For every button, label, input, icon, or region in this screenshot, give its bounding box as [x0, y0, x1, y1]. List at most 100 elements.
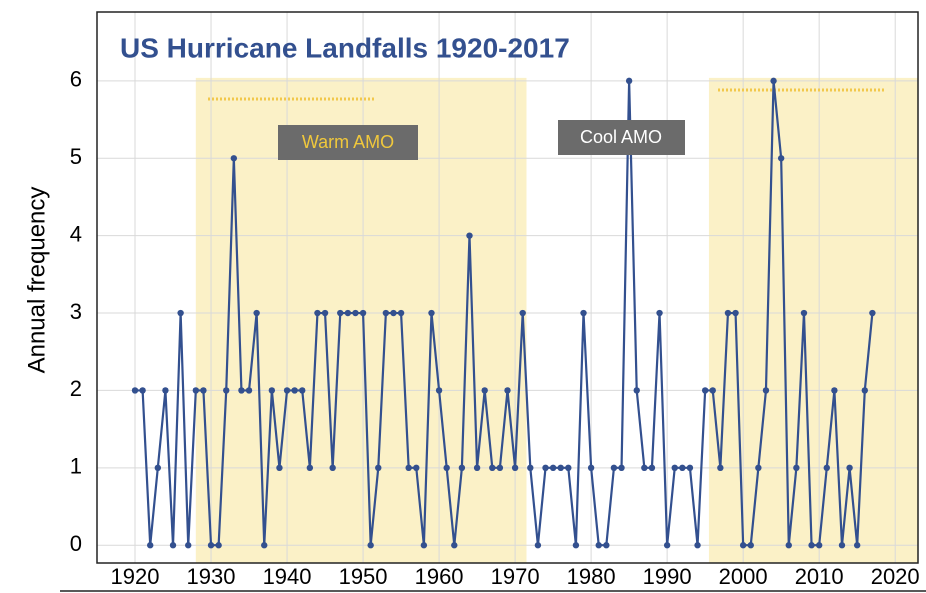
data-point	[283, 387, 291, 394]
data-point	[352, 309, 359, 317]
data-point	[215, 542, 222, 549]
data-point	[504, 387, 511, 394]
data-point	[633, 387, 640, 394]
y-tick-label: 1	[70, 454, 82, 479]
annotation-box	[558, 120, 685, 155]
data-point	[367, 542, 374, 549]
annotation-box	[278, 125, 418, 160]
data-point	[838, 542, 846, 549]
data-point	[580, 309, 587, 317]
data-point	[382, 309, 390, 317]
data-point	[473, 464, 481, 472]
data-point	[329, 464, 336, 472]
data-point	[762, 387, 770, 394]
data-point	[420, 542, 428, 549]
data-point	[337, 309, 344, 317]
data-point	[815, 542, 823, 549]
data-point	[147, 542, 154, 549]
data-point	[276, 464, 283, 472]
data-point	[359, 309, 367, 317]
data-point	[732, 309, 739, 317]
data-point	[869, 309, 876, 317]
data-point	[542, 464, 549, 472]
data-point	[755, 464, 762, 472]
plot-frame	[96, 11, 919, 564]
data-point	[656, 309, 663, 317]
data-point	[663, 542, 671, 549]
data-point	[268, 387, 276, 394]
data-point	[390, 309, 397, 317]
y-tick-label: 2	[70, 376, 82, 401]
data-point	[701, 387, 709, 394]
data-point	[230, 155, 238, 162]
data-point	[846, 464, 853, 472]
data-point	[709, 387, 716, 394]
data-point	[648, 464, 656, 472]
data-point	[238, 387, 245, 394]
x-tick-label: 2020	[871, 564, 920, 589]
data-point	[557, 464, 564, 472]
data-point	[519, 309, 526, 317]
data-point	[565, 464, 572, 472]
data-point	[185, 542, 192, 549]
data-point	[853, 542, 861, 549]
data-point	[724, 309, 732, 317]
series-layer	[131, 77, 876, 549]
data-point	[405, 464, 412, 472]
y-tick-label: 0	[70, 531, 82, 556]
data-point	[253, 309, 260, 317]
data-point	[587, 464, 595, 472]
data-point	[443, 464, 450, 472]
data-point	[344, 309, 352, 317]
data-point	[694, 542, 701, 549]
y-axis-label: Annual frequency	[23, 187, 50, 374]
data-point	[808, 542, 815, 549]
x-tick-label: 1960	[415, 564, 464, 589]
data-point	[306, 464, 314, 472]
data-point	[739, 542, 747, 549]
x-tick-label: 1980	[567, 564, 616, 589]
data-point	[131, 387, 139, 394]
data-point	[823, 464, 830, 472]
data-point	[458, 464, 466, 472]
data-point	[625, 77, 633, 85]
data-point	[572, 542, 580, 549]
data-point	[397, 309, 405, 317]
data-point	[831, 387, 838, 394]
data-point	[785, 542, 792, 549]
data-point	[299, 387, 306, 394]
data-point	[451, 542, 458, 549]
x-tick-label: 1920	[111, 564, 160, 589]
data-point	[413, 464, 420, 472]
data-point	[671, 464, 678, 472]
data-point	[770, 77, 777, 85]
data-point	[223, 387, 230, 394]
data-point	[200, 387, 207, 394]
y-tick-label: 6	[70, 67, 82, 92]
data-point	[321, 309, 329, 317]
x-tick-label: 1990	[643, 564, 692, 589]
annotation: Cool AMO	[580, 127, 662, 147]
data-point	[314, 309, 321, 317]
annotation: Warm AMO	[302, 132, 394, 152]
x-tick-label: 1930	[187, 564, 236, 589]
x-tick-label: 1970	[491, 564, 540, 589]
data-point	[679, 464, 686, 472]
data-point	[686, 464, 694, 472]
data-point	[641, 464, 648, 472]
data-point	[375, 464, 382, 472]
data-point	[800, 309, 808, 317]
data-point	[261, 542, 268, 549]
chart-title: US Hurricane Landfalls 1920-2017	[120, 32, 570, 63]
data-point	[291, 387, 298, 394]
data-point	[717, 464, 724, 472]
data-point	[154, 464, 162, 472]
x-tick-label: 1950	[339, 564, 388, 589]
x-tick-label: 2000	[719, 564, 768, 589]
x-tick-label: 2010	[795, 564, 844, 589]
data-point	[192, 387, 200, 394]
data-point	[489, 464, 496, 472]
y-tick-label: 3	[70, 299, 82, 324]
data-point	[139, 387, 146, 394]
data-point	[435, 387, 443, 394]
